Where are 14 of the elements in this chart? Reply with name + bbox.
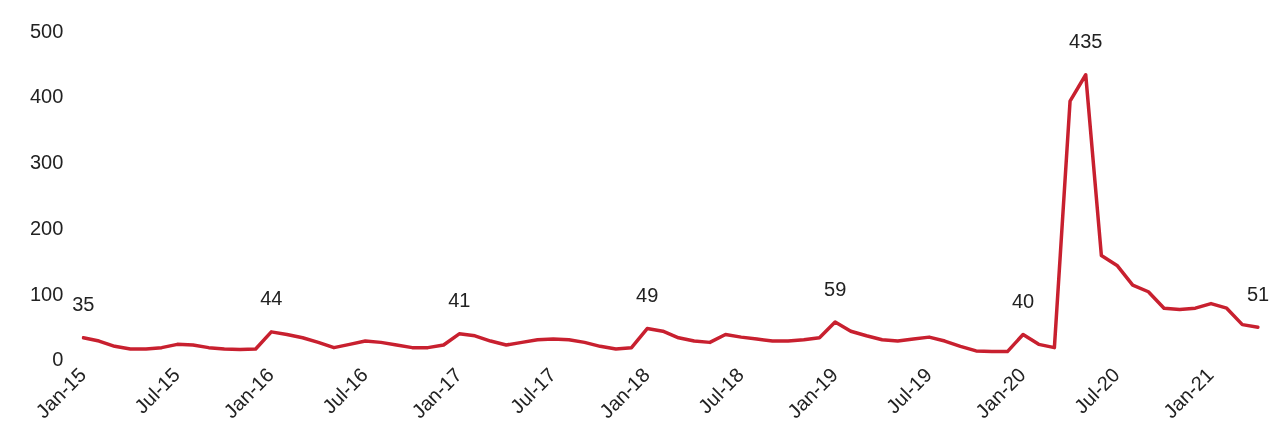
data-label: 49 bbox=[636, 284, 659, 307]
data-label: 35 bbox=[72, 293, 95, 316]
y-tick-label: 100 bbox=[29, 282, 64, 305]
y-tick-label: 500 bbox=[29, 19, 64, 42]
y-tick-label: 300 bbox=[29, 151, 64, 174]
data-label: 51 bbox=[1246, 282, 1270, 305]
y-tick-label: 200 bbox=[29, 216, 64, 239]
y-tick-label: 400 bbox=[29, 85, 64, 108]
data-label: 40 bbox=[1011, 290, 1035, 312]
data-label: 59 bbox=[824, 277, 847, 300]
data-label: 435 bbox=[1069, 30, 1103, 53]
y-tick-label: 0 bbox=[52, 348, 64, 371]
data-label: 44 bbox=[260, 287, 283, 310]
data-label: 41 bbox=[448, 289, 471, 312]
